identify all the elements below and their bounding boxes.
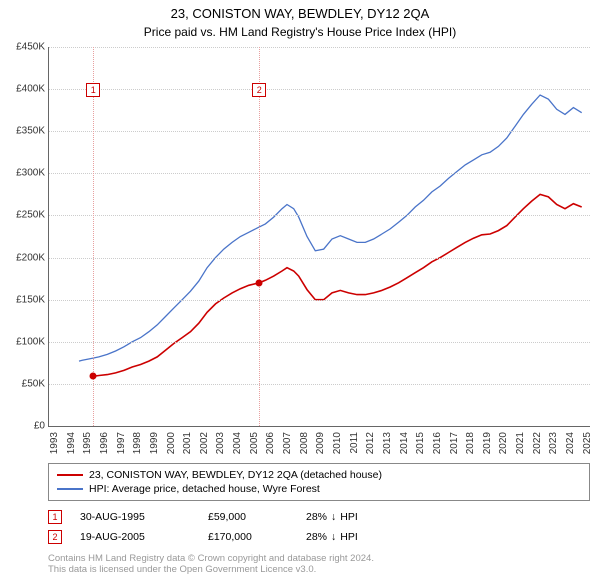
legend-label: HPI: Average price, detached house, Wyre…: [89, 483, 320, 495]
gridline: [49, 258, 590, 259]
x-axis-label: 2020: [498, 432, 509, 454]
chart-container: 23, CONISTON WAY, BEWDLEY, DY12 2QA Pric…: [0, 6, 600, 575]
x-axis-label: 2010: [332, 432, 343, 454]
x-axis-label: 2014: [399, 432, 410, 454]
x-axis-label: 2005: [249, 432, 260, 454]
legend-swatch: [57, 474, 83, 476]
y-axis-label: £150K: [1, 294, 45, 305]
x-axis-label: 2002: [199, 432, 210, 454]
sale-marker-box: 2: [252, 83, 266, 97]
sale-vline: [93, 47, 94, 426]
x-axis-label: 2015: [415, 432, 426, 454]
y-axis-label: £50K: [1, 378, 45, 389]
gridline: [49, 215, 590, 216]
y-axis-label: £200K: [1, 252, 45, 263]
x-axis-label: 1994: [66, 432, 77, 454]
gridline: [49, 131, 590, 132]
y-axis-label: £300K: [1, 168, 45, 179]
x-axis-label: 2006: [265, 432, 276, 454]
x-axis-label: 2008: [299, 432, 310, 454]
y-axis-label: £450K: [1, 42, 45, 53]
x-axis-label: 2007: [282, 432, 293, 454]
x-axis-label: 2004: [232, 432, 243, 454]
x-axis-label: 2023: [548, 432, 559, 454]
x-axis-label: 2018: [465, 432, 476, 454]
legend-box: 23, CONISTON WAY, BEWDLEY, DY12 2QA (det…: [48, 463, 590, 501]
x-axis-label: 2017: [449, 432, 460, 454]
sale-date: 19-AUG-2005: [80, 531, 190, 543]
sale-delta-pct: 28%: [306, 531, 327, 543]
x-axis-label: 2003: [215, 432, 226, 454]
legend-label: 23, CONISTON WAY, BEWDLEY, DY12 2QA (det…: [89, 469, 382, 481]
gridline: [49, 384, 590, 385]
x-axis-label: 2012: [365, 432, 376, 454]
x-axis-label: 1998: [132, 432, 143, 454]
sale-date: 30-AUG-1995: [80, 511, 190, 523]
footer-line-2: This data is licensed under the Open Gov…: [48, 564, 590, 575]
x-axis-label: 1996: [99, 432, 110, 454]
sale-num-box: 2: [48, 530, 62, 544]
x-axis-label: 2024: [565, 432, 576, 454]
sale-vline: [259, 47, 260, 426]
gridline: [49, 342, 590, 343]
sale-row: 1 30-AUG-1995 £59,000 28% ↓ HPI: [48, 507, 590, 527]
y-axis-label: £100K: [1, 336, 45, 347]
x-axis-label: 2022: [532, 432, 543, 454]
x-axis-label: 2001: [182, 432, 193, 454]
sale-delta-pct: 28%: [306, 511, 327, 523]
x-axis-label: 2021: [515, 432, 526, 454]
legend-row: 23, CONISTON WAY, BEWDLEY, DY12 2QA (det…: [57, 468, 581, 482]
gridline: [49, 300, 590, 301]
sale-price: £170,000: [208, 531, 288, 543]
plot-area: £0£50K£100K£150K£200K£250K£300K£350K£400…: [48, 47, 590, 427]
x-axis-label: 1997: [116, 432, 127, 454]
sale-delta-suffix: HPI: [340, 511, 358, 523]
x-axis-label: 2011: [349, 432, 360, 454]
series-hpi: [79, 95, 582, 361]
legend-swatch: [57, 488, 83, 490]
sale-row: 2 19-AUG-2005 £170,000 28% ↓ HPI: [48, 527, 590, 547]
chart-titles: 23, CONISTON WAY, BEWDLEY, DY12 2QA Pric…: [0, 6, 600, 39]
y-axis-label: £400K: [1, 84, 45, 95]
sale-delta-suffix: HPI: [340, 531, 358, 543]
gridline: [49, 173, 590, 174]
sale-rows: 1 30-AUG-1995 £59,000 28% ↓ HPI 2 19-AUG-2005 £1…: [48, 507, 590, 547]
legend-row: HPI: Average price, detached house, Wyre…: [57, 482, 581, 496]
footer: Contains HM Land Registry data © Crown c…: [48, 553, 590, 575]
x-axis-label: 2013: [382, 432, 393, 454]
sale-data-point: [90, 373, 97, 380]
x-axis-label: 1999: [149, 432, 160, 454]
sale-marker-box: 1: [86, 83, 100, 97]
chart-subtitle: Price paid vs. HM Land Registry's House …: [0, 25, 600, 39]
series-property: [93, 194, 581, 376]
x-axis-label: 2009: [315, 432, 326, 454]
sale-num-box: 1: [48, 510, 62, 524]
sale-delta: 28% ↓ HPI: [306, 511, 358, 523]
y-axis-label: £250K: [1, 210, 45, 221]
gridline: [49, 47, 590, 48]
gridline: [49, 89, 590, 90]
x-axis-label: 2025: [582, 432, 593, 454]
x-axis-label: 1995: [82, 432, 93, 454]
arrow-down-icon: ↓: [331, 531, 336, 543]
y-axis-label: £0: [1, 421, 45, 432]
sale-price: £59,000: [208, 511, 288, 523]
arrow-down-icon: ↓: [331, 511, 336, 523]
y-axis-label: £350K: [1, 126, 45, 137]
plot-inner: £0£50K£100K£150K£200K£250K£300K£350K£400…: [48, 47, 590, 427]
x-axis-label: 2016: [432, 432, 443, 454]
x-axis-label: 2019: [482, 432, 493, 454]
x-axis-label: 2000: [166, 432, 177, 454]
line-series-svg: [49, 47, 590, 426]
chart-title: 23, CONISTON WAY, BEWDLEY, DY12 2QA: [0, 6, 600, 21]
sale-data-point: [256, 279, 263, 286]
sale-delta: 28% ↓ HPI: [306, 531, 358, 543]
footer-line-1: Contains HM Land Registry data © Crown c…: [48, 553, 590, 564]
x-axis-label: 1993: [49, 432, 60, 454]
